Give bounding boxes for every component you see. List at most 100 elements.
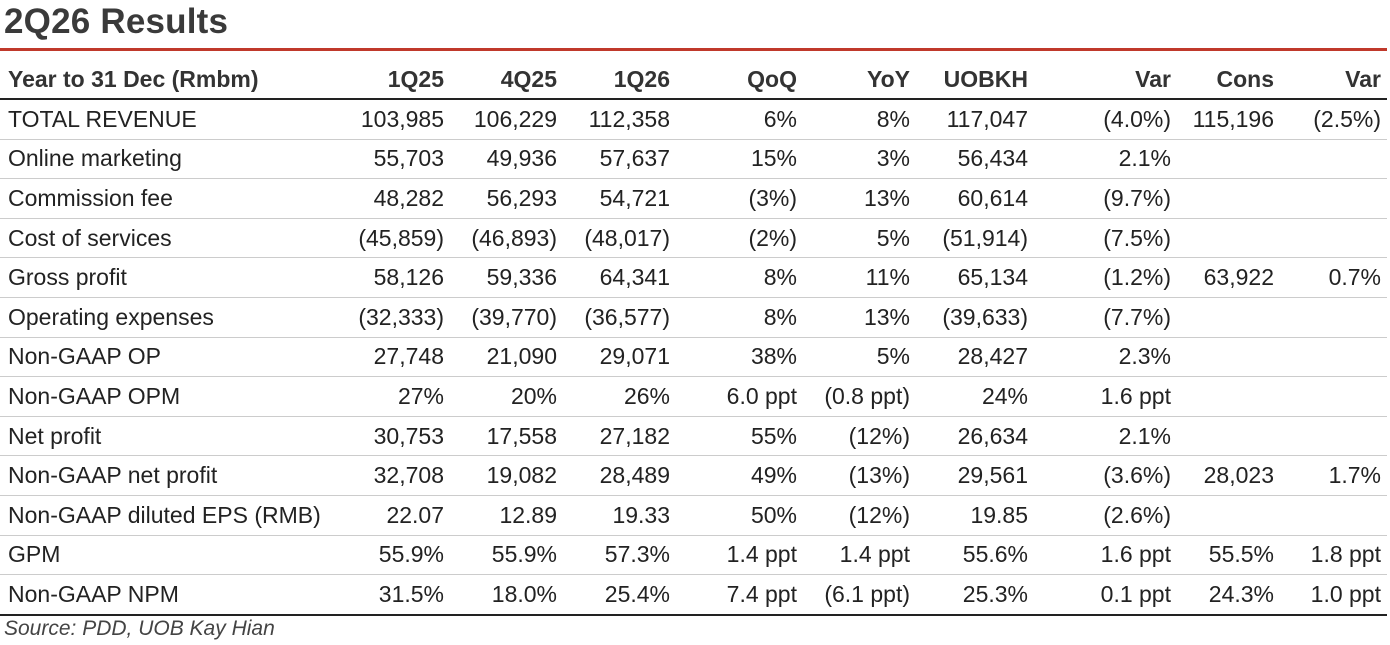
row-label-cell: Gross profit: [0, 257, 330, 298]
value-cell: 27,182: [563, 416, 676, 457]
value-cell: 22.07: [330, 495, 450, 536]
value-cell: 12.89: [450, 495, 563, 536]
value-cell: 28,489: [563, 455, 676, 496]
value-cell: 55.6%: [916, 535, 1034, 576]
source-note: Source: PDD, UOB Kay Hian: [4, 617, 275, 640]
table-row: Non-GAAP diluted EPS (RMB) 22.07 12.89 19.3…: [0, 495, 1387, 536]
value-cell: [1177, 297, 1280, 338]
value-cell: 103,985: [330, 99, 450, 140]
value-cell: 117,047: [916, 99, 1034, 140]
row-label-cell: Non-GAAP OP: [0, 337, 330, 378]
value-cell: 55,703: [330, 139, 450, 180]
value-cell: 27%: [330, 376, 450, 417]
value-cell: 59,336: [450, 257, 563, 298]
row-label-cell: Operating expenses: [0, 297, 330, 338]
value-cell: (46,893): [450, 218, 563, 259]
value-cell: (6.1 ppt): [803, 574, 916, 616]
table-row: Non-GAAP OPM 27% 20% 26% 6.0 ppt (0.8 ppt) 24%…: [0, 376, 1387, 417]
value-cell: (13%): [803, 455, 916, 496]
row-label-cell: Commission fee: [0, 178, 330, 219]
value-cell: 54,721: [563, 178, 676, 219]
value-cell: 26,634: [916, 416, 1034, 457]
value-cell: (39,770): [450, 297, 563, 338]
value-cell: 24%: [916, 376, 1034, 417]
header-cell: 1Q26: [563, 60, 676, 100]
value-cell: 57,637: [563, 139, 676, 180]
row-label-cell: Non-GAAP net profit: [0, 455, 330, 496]
row-label-cell: Non-GAAP NPM: [0, 574, 330, 616]
value-cell: 112,358: [563, 99, 676, 140]
value-cell: 31.5%: [330, 574, 450, 616]
value-cell: 15%: [676, 139, 803, 180]
value-cell: 63,922: [1177, 257, 1280, 298]
value-cell: 3%: [803, 139, 916, 180]
table-row: Cost of services (45,859) (46,893) (48,017)…: [0, 218, 1387, 259]
results-table: Year to 31 Dec (Rmbm) 1Q25 4Q25 1Q26 QoQ YoY U…: [0, 60, 1387, 616]
value-cell: (48,017): [563, 218, 676, 259]
row-label-cell: TOTAL REVENUE: [0, 99, 330, 140]
value-cell: 28,023: [1177, 455, 1280, 496]
value-cell: 55.9%: [330, 535, 450, 576]
value-cell: 1.8 ppt: [1280, 535, 1387, 576]
header-cell: Cons: [1177, 60, 1280, 100]
table-row: TOTAL REVENUE 103,985 106,229 112,358 6% 8% 11…: [0, 99, 1387, 140]
value-cell: (4.0%): [1034, 99, 1177, 140]
value-cell: (7.5%): [1034, 218, 1177, 259]
table-row: Non-GAAP OP 27,748 21,090 29,071 38% 5% 28,427…: [0, 337, 1387, 378]
table-body: TOTAL REVENUE 103,985 106,229 112,358 6% 8% 11…: [0, 99, 1387, 616]
value-cell: [1280, 139, 1387, 180]
value-cell: [1177, 139, 1280, 180]
header-cell-label: Year to 31 Dec (Rmbm): [0, 60, 330, 100]
row-label-cell: Net profit: [0, 416, 330, 457]
header-cell: UOBKH: [916, 60, 1034, 100]
value-cell: 1.6 ppt: [1034, 535, 1177, 576]
value-cell: 24.3%: [1177, 574, 1280, 616]
value-cell: [1280, 178, 1387, 219]
value-cell: (2.5%): [1280, 99, 1387, 140]
header-cell: QoQ: [676, 60, 803, 100]
value-cell: 1.7%: [1280, 455, 1387, 496]
value-cell: 6.0 ppt: [676, 376, 803, 417]
value-cell: 8%: [676, 257, 803, 298]
value-cell: (7.7%): [1034, 297, 1177, 338]
value-cell: [1177, 416, 1280, 457]
table-row: Operating expenses (32,333) (39,770) (36,57…: [0, 297, 1387, 338]
value-cell: 32,708: [330, 455, 450, 496]
value-cell: 56,434: [916, 139, 1034, 180]
table-header-row: Year to 31 Dec (Rmbm) 1Q25 4Q25 1Q26 QoQ YoY U…: [0, 60, 1387, 100]
value-cell: [1177, 178, 1280, 219]
row-label-cell: GPM: [0, 535, 330, 576]
value-cell: (32,333): [330, 297, 450, 338]
value-cell: [1280, 337, 1387, 378]
value-cell: 1.4 ppt: [676, 535, 803, 576]
table-row: Online marketing 55,703 49,936 57,637 15% 3% 5…: [0, 139, 1387, 180]
row-label-cell: Cost of services: [0, 218, 330, 259]
header-cell: 4Q25: [450, 60, 563, 100]
value-cell: [1280, 376, 1387, 417]
value-cell: (51,914): [916, 218, 1034, 259]
row-label-cell: Non-GAAP OPM: [0, 376, 330, 417]
value-cell: (36,577): [563, 297, 676, 338]
value-cell: (39,633): [916, 297, 1034, 338]
value-cell: 60,614: [916, 178, 1034, 219]
value-cell: 5%: [803, 337, 916, 378]
header-cell: 1Q25: [330, 60, 450, 100]
value-cell: 55.9%: [450, 535, 563, 576]
value-cell: 0.1 ppt: [1034, 574, 1177, 616]
value-cell: (12%): [803, 495, 916, 536]
value-cell: [1177, 495, 1280, 536]
value-cell: 7.4 ppt: [676, 574, 803, 616]
value-cell: 19.33: [563, 495, 676, 536]
value-cell: (3.6%): [1034, 455, 1177, 496]
table-row: GPM 55.9% 55.9% 57.3% 1.4 ppt 1.4 ppt 55.6% 1.6…: [0, 535, 1387, 576]
table-row: Commission fee 48,282 56,293 54,721 (3%) 13% 6…: [0, 178, 1387, 219]
value-cell: 28,427: [916, 337, 1034, 378]
value-cell: 25.3%: [916, 574, 1034, 616]
value-cell: 49,936: [450, 139, 563, 180]
value-cell: (2%): [676, 218, 803, 259]
value-cell: 106,229: [450, 99, 563, 140]
value-cell: 25.4%: [563, 574, 676, 616]
value-cell: 17,558: [450, 416, 563, 457]
title-divider: [0, 48, 1387, 51]
